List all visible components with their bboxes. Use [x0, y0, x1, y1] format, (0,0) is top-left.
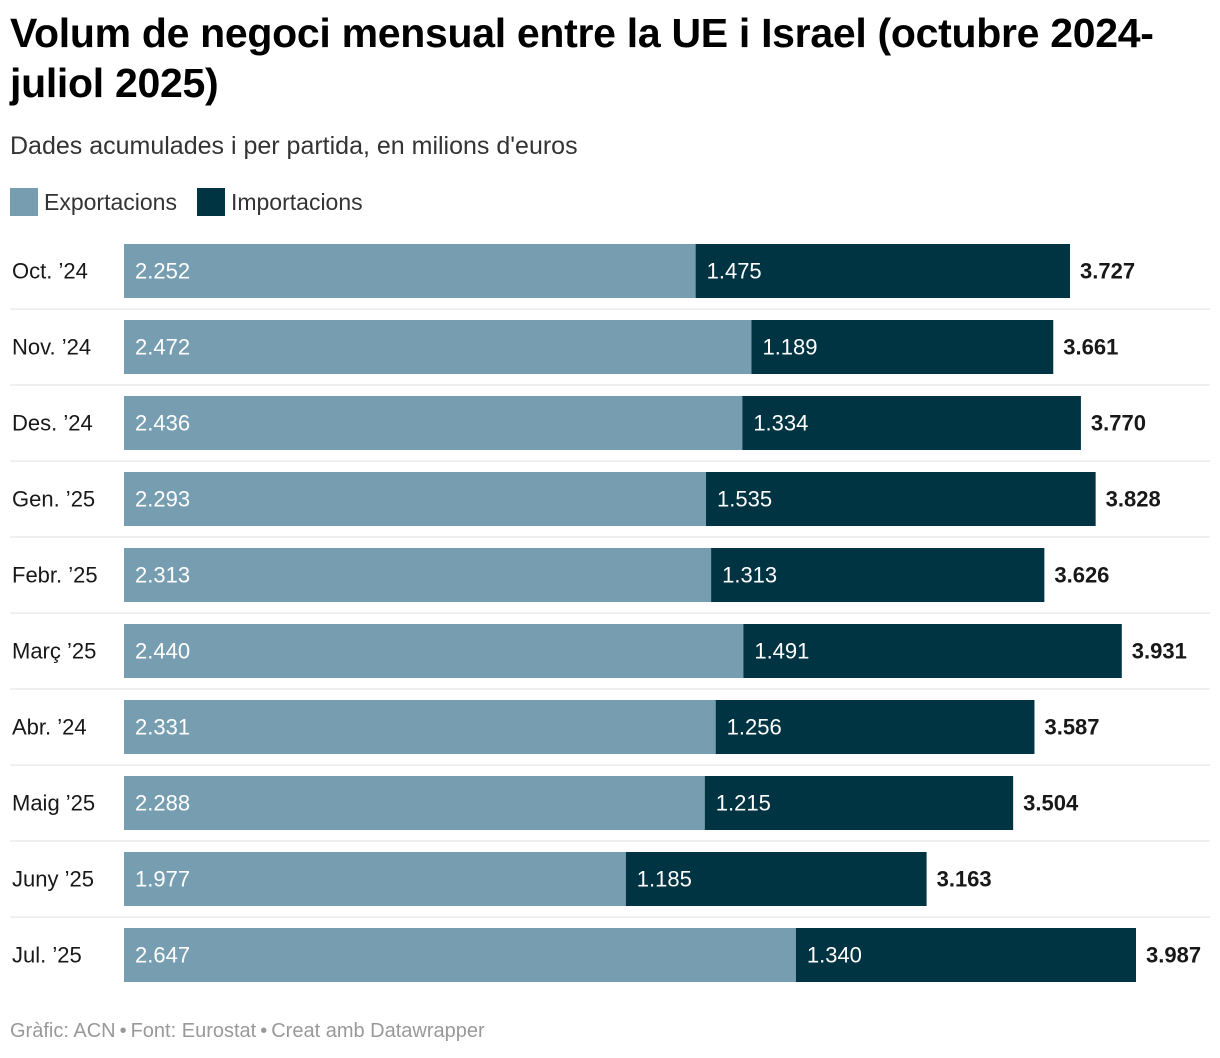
category-label: Des. ’24 — [12, 411, 93, 436]
value-label-imports: 1.535 — [717, 487, 772, 512]
value-label-exports: 2.436 — [135, 411, 190, 436]
value-label-exports: 2.252 — [135, 259, 190, 284]
category-label: Març ’25 — [12, 639, 96, 664]
bar-exports — [124, 396, 743, 450]
value-label-imports: 1.475 — [707, 259, 762, 284]
category-label: Abr. ’24 — [12, 715, 87, 740]
value-label-imports: 1.491 — [754, 639, 809, 664]
total-label: 3.626 — [1054, 563, 1109, 588]
total-label: 3.163 — [937, 867, 992, 892]
bar-imports — [695, 244, 1071, 298]
value-label-imports: 1.256 — [727, 715, 782, 740]
bar-exports — [124, 548, 712, 602]
total-label: 3.770 — [1091, 411, 1146, 436]
legend-swatch-imports — [196, 188, 225, 216]
value-label-exports: 2.331 — [135, 715, 190, 740]
bar-imports — [743, 624, 1122, 678]
bar-exports — [124, 852, 626, 906]
category-label: Maig ’25 — [12, 791, 95, 816]
bar-exports — [124, 244, 696, 298]
bar-imports — [704, 776, 1014, 830]
value-label-exports: 1.977 — [135, 867, 190, 892]
legend-label-imports: Importacions — [230, 188, 363, 215]
footer-source: Font: Eurostat — [130, 1020, 257, 1042]
value-label-exports: 2.472 — [135, 335, 190, 360]
total-label: 3.727 — [1080, 259, 1135, 284]
chart-title: Volum de negoci mensual entre la UE i Is… — [10, 10, 1154, 106]
value-label-exports: 2.293 — [135, 487, 190, 512]
bar-exports — [124, 472, 707, 526]
total-label: 3.931 — [1132, 639, 1187, 664]
value-label-exports: 2.647 — [135, 943, 190, 968]
value-label-imports: 1.215 — [716, 791, 771, 816]
value-label-exports: 2.288 — [135, 791, 190, 816]
footer-separator: • — [119, 1020, 127, 1042]
category-label: Gen. ’25 — [12, 487, 95, 512]
footer-tool: Creat amb Datawrapper — [271, 1020, 485, 1042]
total-label: 3.987 — [1146, 943, 1201, 968]
total-label: 3.828 — [1106, 487, 1161, 512]
bar-imports — [751, 320, 1054, 374]
value-label-imports: 1.340 — [807, 943, 862, 968]
category-label: Jul. ’25 — [12, 943, 82, 968]
category-label: Juny ’25 — [12, 867, 94, 892]
bar-exports — [124, 700, 716, 754]
value-label-imports: 1.334 — [753, 411, 808, 436]
legend-swatch-exports — [10, 188, 38, 216]
value-label-imports: 1.185 — [637, 867, 692, 892]
category-label: Febr. ’25 — [12, 563, 98, 588]
chart-subtitle: Dades acumulades i per partida, en milio… — [10, 132, 578, 160]
bar-imports — [795, 928, 1136, 982]
total-label: 3.661 — [1063, 335, 1118, 360]
value-label-imports: 1.313 — [722, 563, 777, 588]
bar-exports — [124, 928, 796, 982]
total-label: 3.587 — [1044, 715, 1099, 740]
legend-item-imports: Importacions — [196, 188, 363, 216]
legend-item-exports: Exportacions — [10, 188, 177, 216]
bar-exports — [124, 624, 744, 678]
total-label: 3.504 — [1023, 791, 1079, 816]
footer-separator: • — [260, 1020, 268, 1042]
bar-exports — [124, 776, 705, 830]
bar-imports — [711, 548, 1045, 602]
value-label-imports: 1.189 — [762, 335, 817, 360]
legend-label-exports: Exportacions — [44, 188, 177, 215]
value-label-exports: 2.440 — [135, 639, 190, 664]
bar-exports — [124, 320, 752, 374]
category-label: Nov. ’24 — [12, 335, 91, 360]
footer-credit: Gràfic: ACN — [10, 1020, 116, 1042]
bar-imports — [742, 396, 1081, 450]
category-label: Oct. ’24 — [12, 259, 88, 284]
bar-imports — [625, 852, 927, 906]
bar-imports — [706, 472, 1096, 526]
stacked-bar-chart: Oct. ’24 2.252 1.475 3.727 Nov. ’24 2.472 1.18… — [10, 244, 1210, 982]
legend: Exportacions Importacions — [10, 186, 383, 218]
value-label-exports: 2.313 — [135, 563, 190, 588]
footer: Gràfic: ACN • Font: Eurostat • Creat amb Dat… — [10, 1020, 485, 1043]
bar-imports — [715, 700, 1035, 754]
